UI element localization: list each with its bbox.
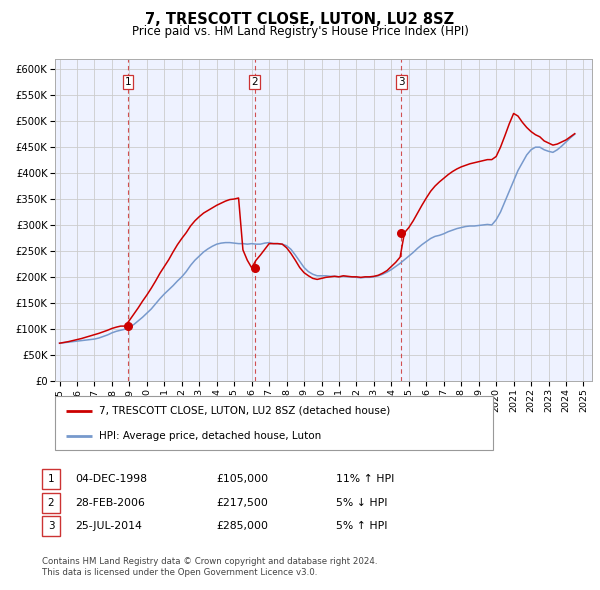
Text: 3: 3 xyxy=(47,522,55,531)
Text: 5% ↓ HPI: 5% ↓ HPI xyxy=(336,498,388,507)
Text: 7, TRESCOTT CLOSE, LUTON, LU2 8SZ: 7, TRESCOTT CLOSE, LUTON, LU2 8SZ xyxy=(145,12,455,27)
Text: 2: 2 xyxy=(251,77,258,87)
Text: 2: 2 xyxy=(47,498,55,507)
Text: 28-FEB-2006: 28-FEB-2006 xyxy=(75,498,145,507)
Text: Contains HM Land Registry data © Crown copyright and database right 2024.: Contains HM Land Registry data © Crown c… xyxy=(42,558,377,566)
Text: 11% ↑ HPI: 11% ↑ HPI xyxy=(336,474,394,484)
Text: 7, TRESCOTT CLOSE, LUTON, LU2 8SZ (detached house): 7, TRESCOTT CLOSE, LUTON, LU2 8SZ (detac… xyxy=(99,405,390,415)
Text: 3: 3 xyxy=(398,77,404,87)
Text: Price paid vs. HM Land Registry's House Price Index (HPI): Price paid vs. HM Land Registry's House … xyxy=(131,25,469,38)
Text: £105,000: £105,000 xyxy=(216,474,268,484)
FancyBboxPatch shape xyxy=(55,396,493,450)
Text: HPI: Average price, detached house, Luton: HPI: Average price, detached house, Luto… xyxy=(99,431,321,441)
Text: £285,000: £285,000 xyxy=(216,522,268,531)
Text: 1: 1 xyxy=(47,474,55,484)
Text: 04-DEC-1998: 04-DEC-1998 xyxy=(75,474,147,484)
Text: 1: 1 xyxy=(125,77,131,87)
Text: 5% ↑ HPI: 5% ↑ HPI xyxy=(336,522,388,531)
Text: This data is licensed under the Open Government Licence v3.0.: This data is licensed under the Open Gov… xyxy=(42,568,317,577)
Text: £217,500: £217,500 xyxy=(216,498,268,507)
Text: 25-JUL-2014: 25-JUL-2014 xyxy=(75,522,142,531)
